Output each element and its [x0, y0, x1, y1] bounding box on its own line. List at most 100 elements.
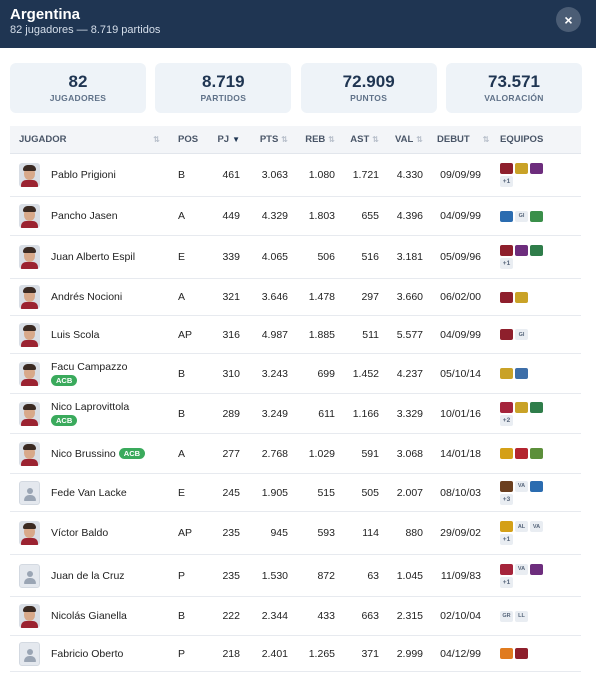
player-name[interactable]: Nico Brussino	[51, 447, 116, 460]
col-header-ast[interactable]: AST ⇅	[335, 134, 379, 145]
cell-ast: 591	[361, 447, 379, 460]
col-header-reb[interactable]: REB ⇅	[288, 134, 335, 145]
col-header-val[interactable]: VAL ⇅	[379, 134, 423, 145]
player-name[interactable]: Nicolás Gianella	[51, 610, 127, 622]
team-logo-icon[interactable]	[500, 480, 513, 492]
table-row[interactable]: Fabricio Oberto P 218 2.401 1.265 371 2.999 04/…	[10, 636, 581, 672]
team-logo-icon[interactable]	[500, 245, 513, 256]
player-name[interactable]: Juan de la Cruz	[51, 569, 125, 582]
more-teams-badge[interactable]: +2	[500, 414, 513, 426]
table-row[interactable]: Víctor Baldo AP 235 945 593 114 880 29/09/02 AL V…	[10, 512, 581, 555]
table-row[interactable]: Facu Campazzo ACB B 310 3.243 699 1.452 4.237 05…	[10, 354, 581, 394]
player-cell[interactable]: Luis Scola	[10, 322, 170, 347]
table-row[interactable]: Nico Brussino ACB A 277 2.768 1.029 591 3.068 14…	[10, 434, 581, 474]
player-name[interactable]: Fede Van Lacke	[51, 486, 127, 499]
table-row[interactable]: Luis Scola AP 316 4.987 1.885 511 5.577 04/09/9…	[10, 316, 581, 354]
modal-header: Argentina 82 jugadores — 8.719 partidos …	[0, 0, 596, 48]
player-name[interactable]: Juan Alberto Espil	[51, 251, 136, 263]
team-logo-icon[interactable]	[530, 480, 543, 492]
team-logo-icon[interactable]	[500, 648, 513, 659]
player-cell[interactable]: Facu Campazzo ACB	[10, 361, 170, 386]
player-name[interactable]: Luis Scola	[51, 328, 100, 341]
player-cell[interactable]: Andrés Nocioni	[10, 285, 170, 309]
more-teams-badge[interactable]: +1	[500, 534, 513, 545]
player-cell[interactable]: Nico Laprovittola ACB	[10, 401, 170, 426]
cell-val: 2.007	[396, 486, 423, 499]
team-logo-icon[interactable]	[530, 448, 543, 459]
team-logo-icon[interactable]	[515, 245, 528, 256]
team-logo-icon[interactable]	[530, 210, 543, 222]
team-abbr[interactable]: LL	[515, 610, 528, 622]
team-abbr[interactable]: GR	[500, 610, 513, 622]
table-row[interactable]: Pablo Prigioni B 461 3.063 1.080 1.721 4.330 09…	[10, 154, 581, 197]
team-logo-icon[interactable]	[530, 163, 543, 174]
col-header-debut[interactable]: DEBUT ⇅	[423, 134, 489, 145]
team-abbr[interactable]: VA	[515, 480, 528, 492]
col-header-pj[interactable]: PJ ▼	[208, 134, 240, 145]
cell-val: 4.330	[396, 169, 423, 181]
team-logo-icon[interactable]	[530, 563, 543, 575]
more-teams-badge[interactable]: +1	[500, 576, 513, 588]
table-row[interactable]: Fede Van Lacke E 245 1.905 515 505 2.007 08/10/…	[10, 474, 581, 512]
more-teams-badge[interactable]: +3	[500, 493, 513, 505]
team-logo-icon[interactable]	[500, 210, 513, 222]
team-logo-icon[interactable]	[515, 368, 528, 379]
player-name[interactable]: Nico Laprovittola	[51, 401, 130, 413]
teams-cell	[481, 291, 581, 303]
table-row[interactable]: Nicolás Gianella B 222 2.344 433 663 2.315 02/1…	[10, 597, 581, 636]
team-logo-icon[interactable]	[500, 163, 513, 174]
more-teams-badge[interactable]: +1	[500, 258, 513, 269]
team-logo-icon[interactable]	[500, 563, 513, 575]
team-logo-icon[interactable]	[515, 448, 528, 459]
cell-reb: 1.265	[308, 647, 335, 660]
team-abbr[interactable]: VA	[515, 563, 528, 575]
team-logo-icon[interactable]	[515, 401, 528, 413]
col-header-pos[interactable]: POS	[170, 134, 208, 145]
team-logo-icon[interactable]	[530, 401, 543, 413]
player-cell[interactable]: Nico Brussino ACB	[10, 441, 170, 466]
more-teams-badge[interactable]: +1	[500, 176, 513, 187]
player-name[interactable]: Pancho Jasen	[51, 210, 118, 222]
team-logo-icon[interactable]	[500, 521, 513, 532]
cell-debut: 05/10/14	[440, 367, 481, 380]
close-button[interactable]: ×	[556, 7, 581, 32]
team-abbr[interactable]: GI	[515, 329, 528, 340]
player-name[interactable]: Pablo Prigioni	[51, 169, 116, 181]
team-logo-icon[interactable]	[500, 448, 513, 459]
teams-cell: +1	[481, 163, 581, 187]
cell-debut: 29/09/02	[440, 527, 481, 539]
team-logo-icon[interactable]	[500, 291, 513, 303]
player-cell[interactable]: Pancho Jasen	[10, 204, 170, 228]
table-row[interactable]: Nico Laprovittola ACB B 289 3.249 611 1.166 3.3…	[10, 394, 581, 434]
player-cell[interactable]: Juan de la Cruz	[10, 563, 170, 588]
team-logo-icon[interactable]	[500, 401, 513, 413]
player-name[interactable]: Andrés Nocioni	[51, 291, 123, 303]
acb-badge: ACB	[51, 415, 78, 426]
player-cell[interactable]: Nicolás Gianella	[10, 604, 170, 628]
team-abbr[interactable]: VA	[530, 521, 543, 532]
player-cell[interactable]: Juan Alberto Espil	[10, 245, 170, 269]
team-logo-icon[interactable]	[530, 245, 543, 256]
team-logo-icon[interactable]	[500, 368, 513, 379]
player-cell[interactable]: Pablo Prigioni	[10, 163, 170, 187]
team-abbr[interactable]: GI	[515, 210, 528, 222]
team-logo-icon[interactable]	[515, 163, 528, 174]
team-logo-icon[interactable]	[515, 648, 528, 659]
table-row[interactable]: Pancho Jasen A 449 4.329 1.803 655 4.396 04/09/…	[10, 197, 581, 236]
team-abbr[interactable]: AL	[515, 521, 528, 532]
cell-val: 880	[405, 527, 423, 539]
team-logo-icon[interactable]	[500, 329, 513, 340]
col-header-pts[interactable]: PTS ⇅	[240, 134, 288, 145]
player-name[interactable]: Facu Campazzo	[51, 361, 128, 373]
player-cell[interactable]: Víctor Baldo	[10, 521, 170, 545]
team-logos	[500, 368, 550, 379]
col-header-jugador[interactable]: JUGADOR ⇅	[10, 134, 170, 145]
player-cell[interactable]: Fede Van Lacke	[10, 480, 170, 505]
table-row[interactable]: Andrés Nocioni A 321 3.646 1.478 297 3.660 06/0…	[10, 279, 581, 316]
player-name[interactable]: Víctor Baldo	[51, 527, 109, 539]
player-cell[interactable]: Fabricio Oberto	[10, 641, 170, 666]
table-row[interactable]: Juan Alberto Espil E 339 4.065 506 516 3.181 05…	[10, 236, 581, 279]
team-logo-icon[interactable]	[515, 291, 528, 303]
table-row[interactable]: Juan de la Cruz P 235 1.530 872 63 1.045 11/09/…	[10, 555, 581, 597]
player-name[interactable]: Fabricio Oberto	[51, 647, 124, 660]
